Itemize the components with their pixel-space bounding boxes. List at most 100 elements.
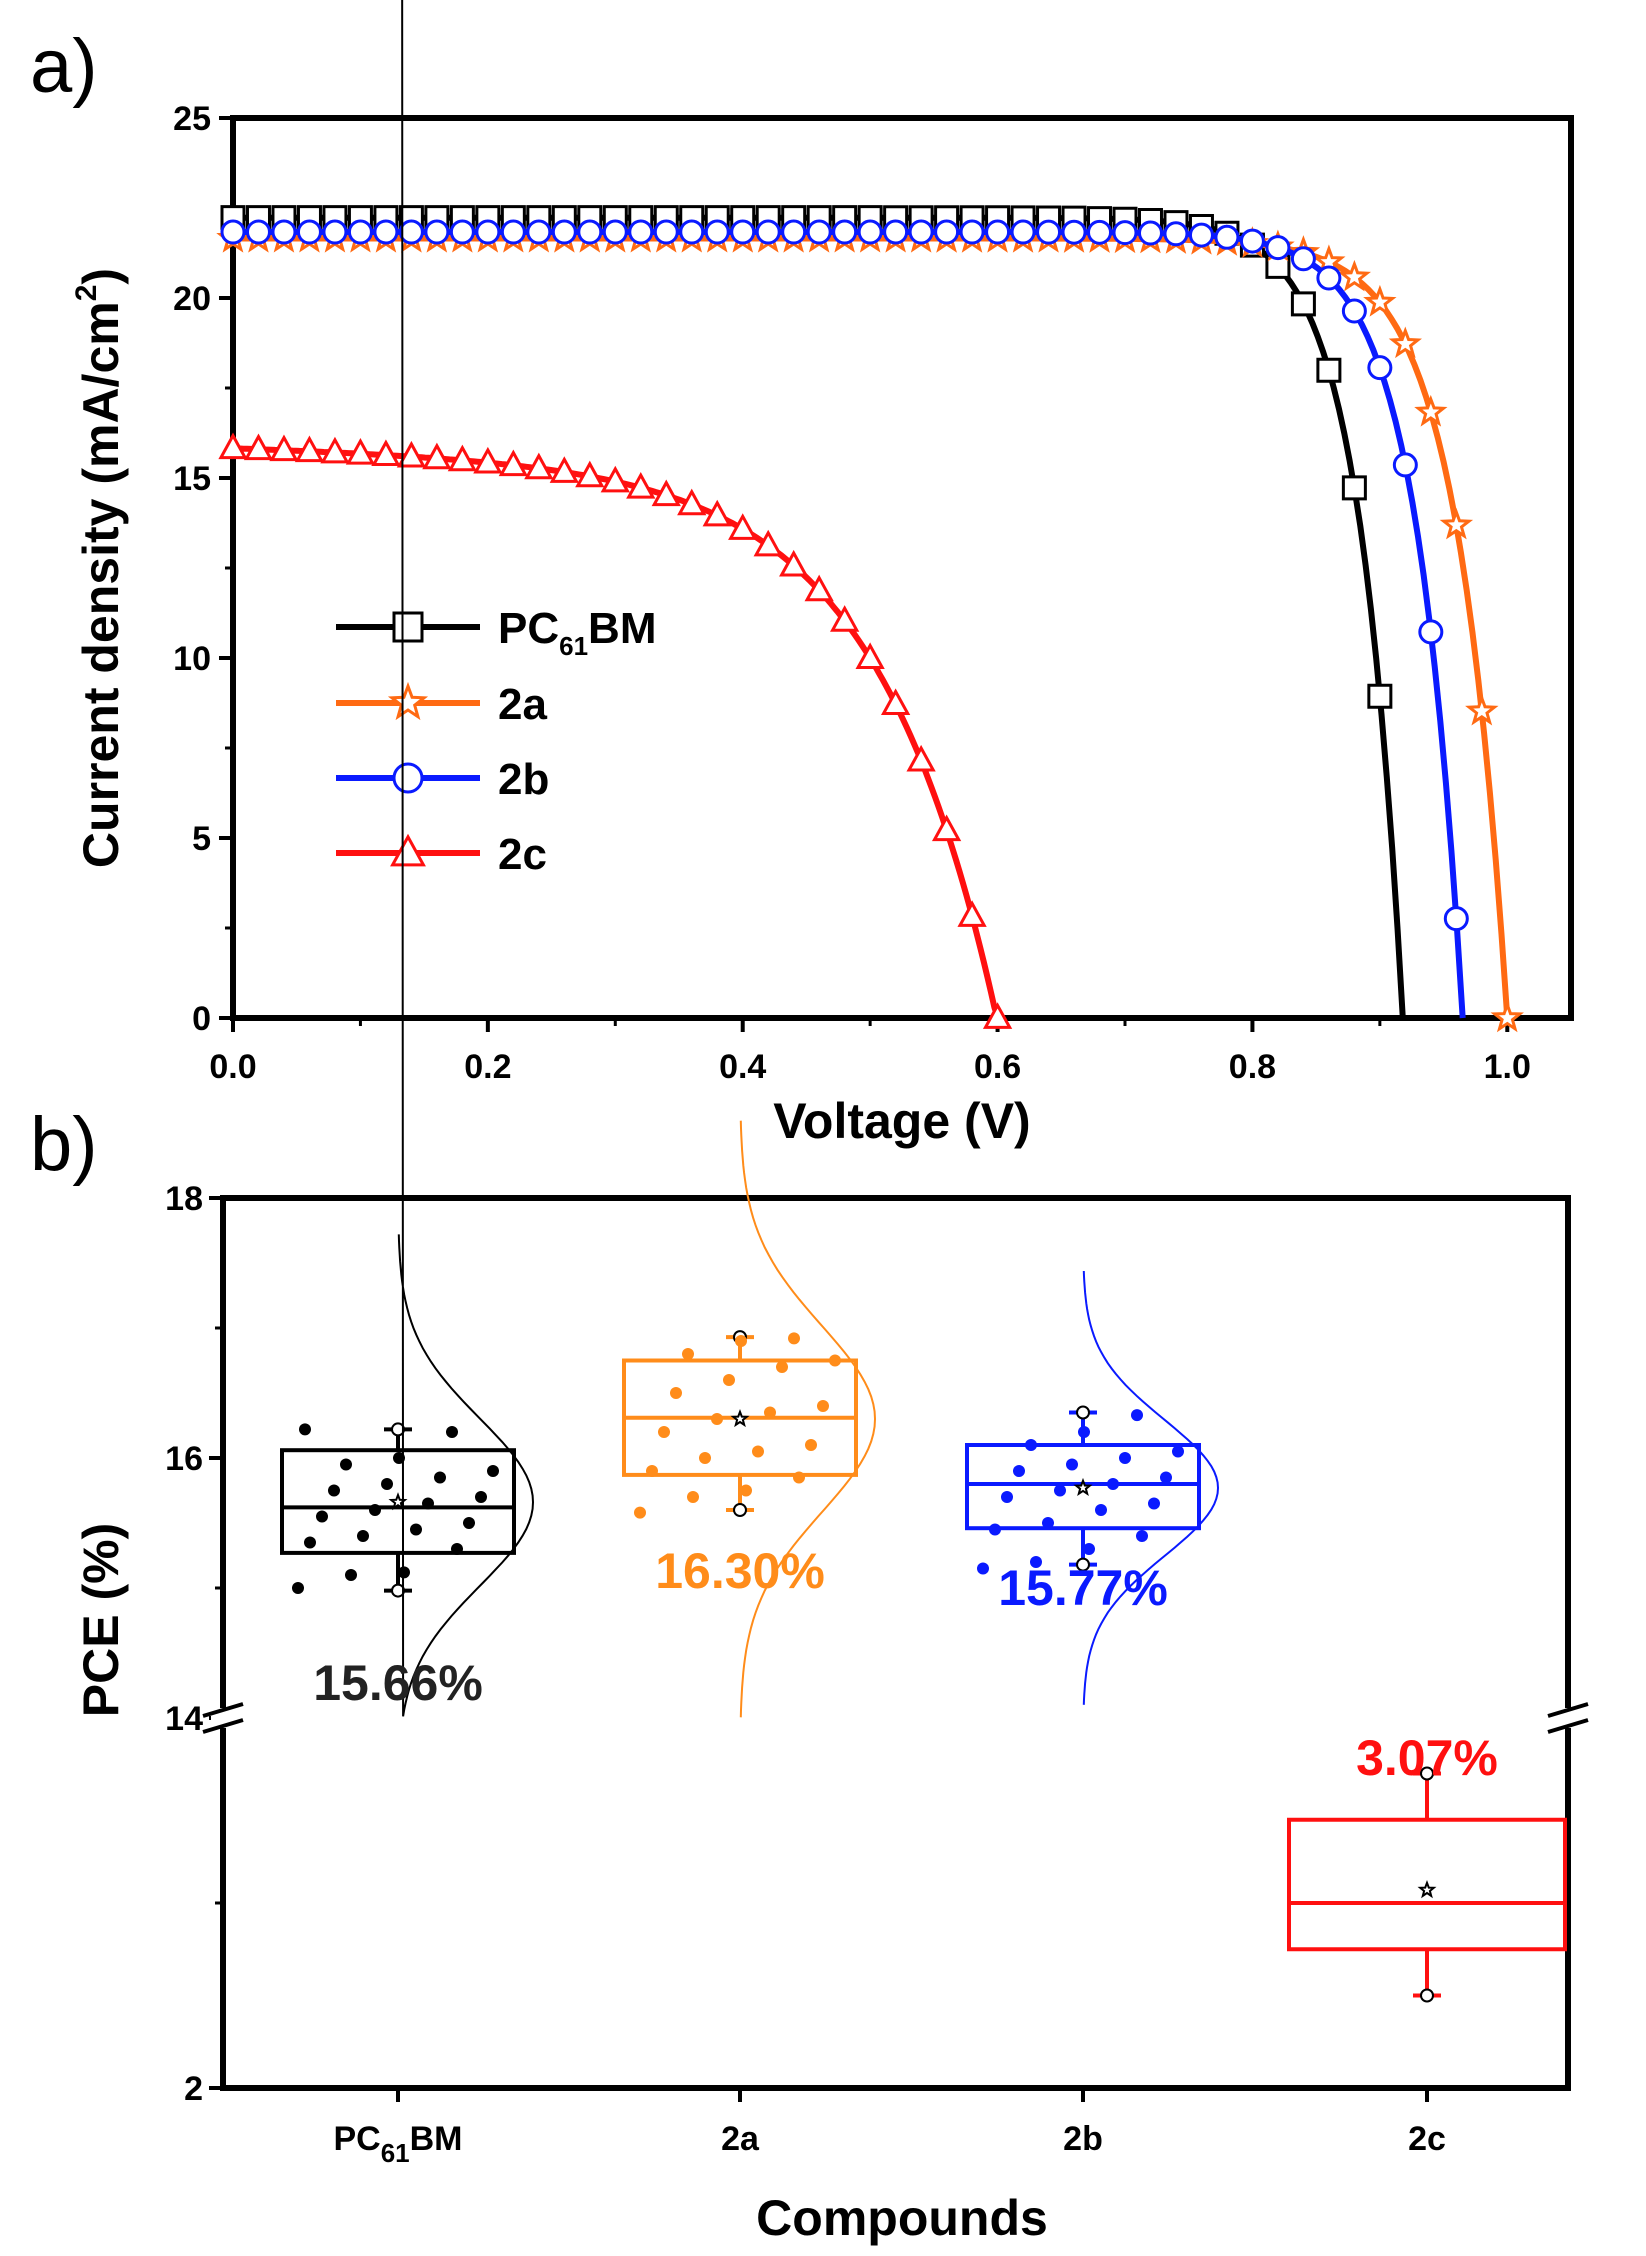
data-point <box>316 1510 328 1523</box>
series-line-2c <box>232 445 1002 1021</box>
data-point <box>793 1471 805 1484</box>
data-point-2c <box>549 456 579 483</box>
x-tick-label-pcbm: PC61BM <box>333 2120 462 2168</box>
data-point-2a <box>1490 1000 1524 1033</box>
axis-break-mark <box>202 1718 244 1734</box>
data-point <box>670 1387 682 1399</box>
data-point-2b <box>577 219 603 245</box>
data-point-2c <box>931 814 962 842</box>
max-marker <box>391 1422 405 1437</box>
legend-marker-pcbm <box>392 611 424 643</box>
data-point <box>1078 1426 1090 1438</box>
y-tick-label: 25 <box>173 100 211 138</box>
data-point-2b <box>781 219 807 245</box>
y-tick-label: 5 <box>192 820 211 858</box>
data-point-pcbm <box>1341 475 1367 501</box>
data-point-2b <box>806 219 832 245</box>
data-point-2c <box>702 499 732 527</box>
data-point-2b <box>755 219 781 245</box>
data-point-2b <box>985 219 1011 245</box>
data-point-2b <box>1392 452 1418 478</box>
axis-break-mark <box>202 1702 244 1718</box>
data-point-2c <box>677 488 707 516</box>
box-body <box>965 1443 1201 1531</box>
data-point-2c <box>753 529 783 557</box>
data-point <box>723 1374 735 1386</box>
data-point-2b <box>373 219 399 245</box>
data-point <box>1025 1439 1037 1451</box>
data-point-2b <box>1443 906 1469 932</box>
data-point <box>381 1478 393 1490</box>
plot-a-frame <box>230 115 1574 1021</box>
y-tick-label: 20 <box>173 280 211 318</box>
data-point <box>1066 1458 1078 1471</box>
data-point <box>487 1465 499 1477</box>
value-label-2b: 15.77% <box>998 1560 1168 1616</box>
data-point <box>1095 1504 1107 1516</box>
data-point <box>711 1413 723 1425</box>
data-point <box>658 1426 670 1438</box>
data-point <box>422 1497 434 1510</box>
mean-marker <box>1417 1879 1437 1899</box>
data-point-2b <box>1418 619 1444 645</box>
data-point <box>1160 1471 1172 1484</box>
data-point-2b <box>1112 220 1138 246</box>
y-tick-label: 2 <box>184 2070 203 2108</box>
data-point-2b <box>1087 219 1113 245</box>
box-2a: 16.30% <box>622 1120 877 1718</box>
legend-label-2b: 2b <box>498 755 549 804</box>
data-point <box>463 1517 475 1529</box>
data-point-2c <box>218 432 248 460</box>
data-point-2c <box>982 1002 1013 1029</box>
value-label-2c: 3.07% <box>1356 1730 1498 1786</box>
axis-break-mark <box>1547 1702 1589 1718</box>
legend-label-2a: 2a <box>498 680 547 729</box>
data-point-2c <box>294 435 325 463</box>
y-tick-label: 14 <box>165 1700 203 1738</box>
box-2c: 3.07% <box>1287 1730 1567 2003</box>
data-point-2a <box>1337 259 1371 292</box>
box-body <box>1287 1817 1567 1952</box>
data-point-2c <box>575 460 605 488</box>
data-point-2c <box>880 688 911 715</box>
legend-item-pcbm: PC61BM <box>336 604 656 661</box>
data-point <box>1054 1484 1066 1497</box>
value-label-pcbm: 15.66% <box>313 1655 483 1711</box>
data-point <box>817 1400 829 1412</box>
data-point <box>740 1484 752 1497</box>
data-point-2c <box>626 472 656 499</box>
data-point-2b <box>883 219 909 245</box>
min-marker <box>1420 1988 1434 2003</box>
data-point-2b <box>347 219 373 245</box>
series-2c <box>218 432 1013 1029</box>
data-point-2b <box>475 219 501 245</box>
series-markers-2c <box>218 432 1013 1029</box>
x-tick-label: 0.6 <box>974 1048 1021 1086</box>
data-point <box>1136 1530 1148 1542</box>
min-marker <box>733 1503 747 1517</box>
data-point <box>805 1439 817 1451</box>
data-point <box>1119 1452 1131 1464</box>
data-point <box>328 1484 340 1497</box>
data-point-2c <box>396 440 427 468</box>
data-point-2c <box>728 513 758 540</box>
x-tick-label: 0.2 <box>464 1048 511 1086</box>
x-tick-label-2b: 2b <box>1063 2120 1103 2158</box>
data-point-2b <box>959 219 985 245</box>
plot-b-ticks: 2 14 16 18 PC61BM 2a 2b 2c <box>165 1180 1589 2168</box>
plot-b-y-title: PCE (%) <box>73 1523 129 1717</box>
data-point-pcbm <box>1316 357 1342 383</box>
data-point-2b <box>551 219 577 245</box>
y-tick-label: 15 <box>173 460 211 498</box>
max-marker <box>1076 1405 1090 1420</box>
distribution-curve <box>1082 1270 1220 1705</box>
plot-a-y-title: Current density (mA/cm2) <box>70 268 129 868</box>
data-point <box>1013 1465 1025 1477</box>
data-point <box>369 1504 381 1516</box>
data-point-2b <box>1316 265 1342 291</box>
data-point-2b <box>1214 224 1240 250</box>
data-point <box>752 1445 764 1458</box>
data-point-2c <box>830 605 860 632</box>
data-point <box>682 1348 694 1360</box>
data-point-2b <box>449 219 475 245</box>
